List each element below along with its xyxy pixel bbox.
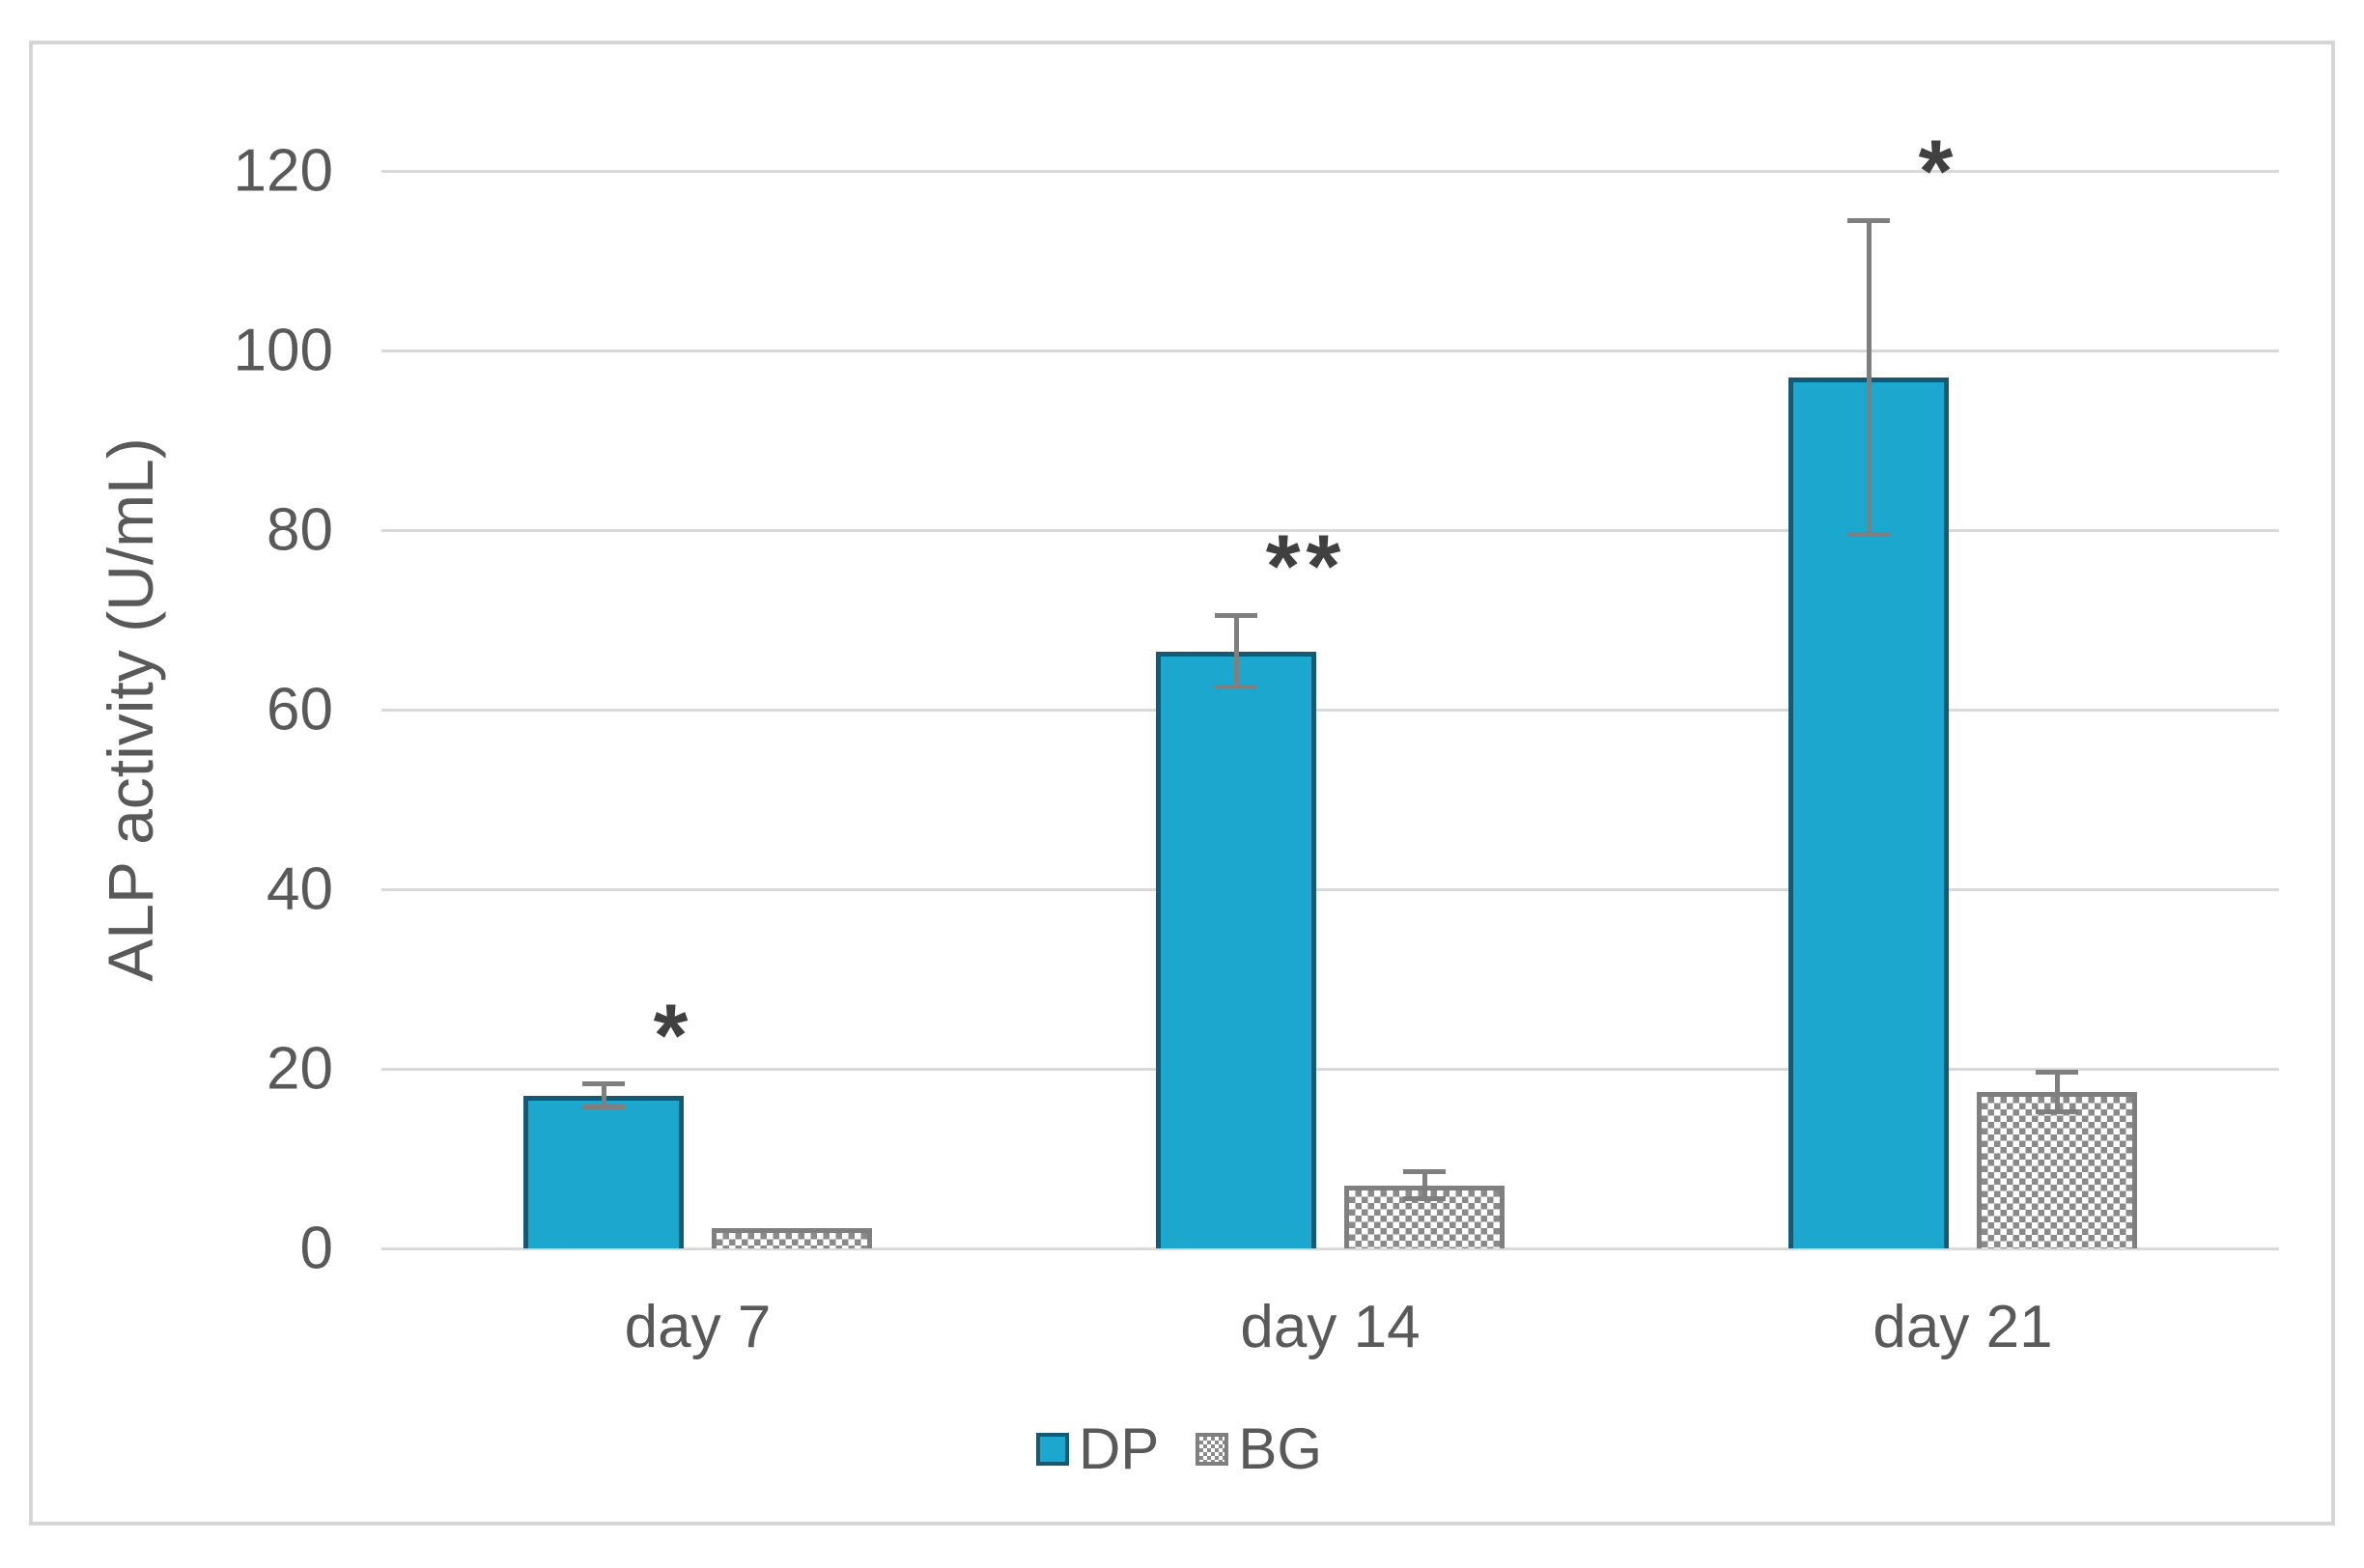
x-category-label-day-7: day 7: [624, 1294, 772, 1360]
y-axis-title: ALP activity (U/mL): [95, 437, 166, 982]
dp-bar-day-7: [523, 1095, 684, 1248]
y-tick-label-40: 40: [267, 855, 333, 923]
legend-label-dp: DP: [1078, 1416, 1160, 1481]
error-cap-top-bg-day-14: [1403, 1169, 1446, 1175]
bg-bar-day-21: [1977, 1092, 2137, 1248]
y-tick-label-80: 80: [267, 496, 333, 564]
plot-area: 0 20 40 60 80 100 120 day 7 * day 14 ** day 21 *: [234, 127, 2279, 1360]
error-bar-dp-day-14: [1233, 615, 1239, 687]
significance-marker-day-14: **: [1265, 518, 1347, 617]
y-tick-label-20: 20: [267, 1035, 333, 1103]
error-cap-bottom-bg-day-14: [1403, 1196, 1446, 1202]
error-bar-dp-day-7: [601, 1083, 606, 1107]
legend-label-bg: BG: [1238, 1416, 1323, 1481]
gridline-100: [381, 349, 2279, 352]
bg-bar-day-7: [712, 1227, 872, 1248]
gridline-60: [381, 708, 2279, 712]
y-tick-label-100: 100: [233, 317, 333, 384]
legend: DP BG: [1035, 1415, 1322, 1482]
error-cap-top-dp-day-7: [582, 1081, 625, 1087]
legend-swatch-dp: [1035, 1432, 1069, 1466]
error-cap-bottom-dp-day-7: [582, 1105, 625, 1110]
legend-swatch-bg: [1196, 1432, 1229, 1466]
error-cap-bottom-dp-day-21: [1847, 532, 1890, 538]
error-cap-bottom-bg-day-21: [2036, 1109, 2078, 1115]
gridline-120: [381, 169, 2279, 173]
gridline-20: [381, 1067, 2279, 1071]
error-cap-bottom-dp-day-14: [1215, 685, 1257, 690]
gridline-0: [381, 1246, 2279, 1250]
error-cap-top-dp-day-21: [1847, 217, 1890, 223]
error-cap-top-bg-day-21: [2036, 1070, 2078, 1076]
significance-marker-day-7: *: [653, 986, 694, 1085]
y-tick-label-120: 120: [233, 137, 333, 205]
legend-item-bg: BG: [1196, 1415, 1322, 1482]
y-tick-label-0: 0: [299, 1215, 333, 1282]
error-bar-bg-day-14: [1421, 1171, 1427, 1199]
gridline-40: [381, 887, 2279, 891]
error-bar-bg-day-21: [2054, 1072, 2060, 1112]
gridline-80: [381, 528, 2279, 532]
significance-marker-day-21: *: [1918, 123, 1959, 222]
x-category-label-day-14: day 14: [1240, 1294, 1421, 1360]
error-bar-dp-day-21: [1866, 220, 1872, 535]
error-cap-top-dp-day-14: [1215, 612, 1257, 618]
y-tick-label-60: 60: [267, 676, 333, 743]
dp-bar-day-14: [1156, 651, 1316, 1248]
x-category-label-day-21: day 21: [1872, 1294, 2053, 1360]
legend-item-dp: DP: [1035, 1415, 1160, 1482]
